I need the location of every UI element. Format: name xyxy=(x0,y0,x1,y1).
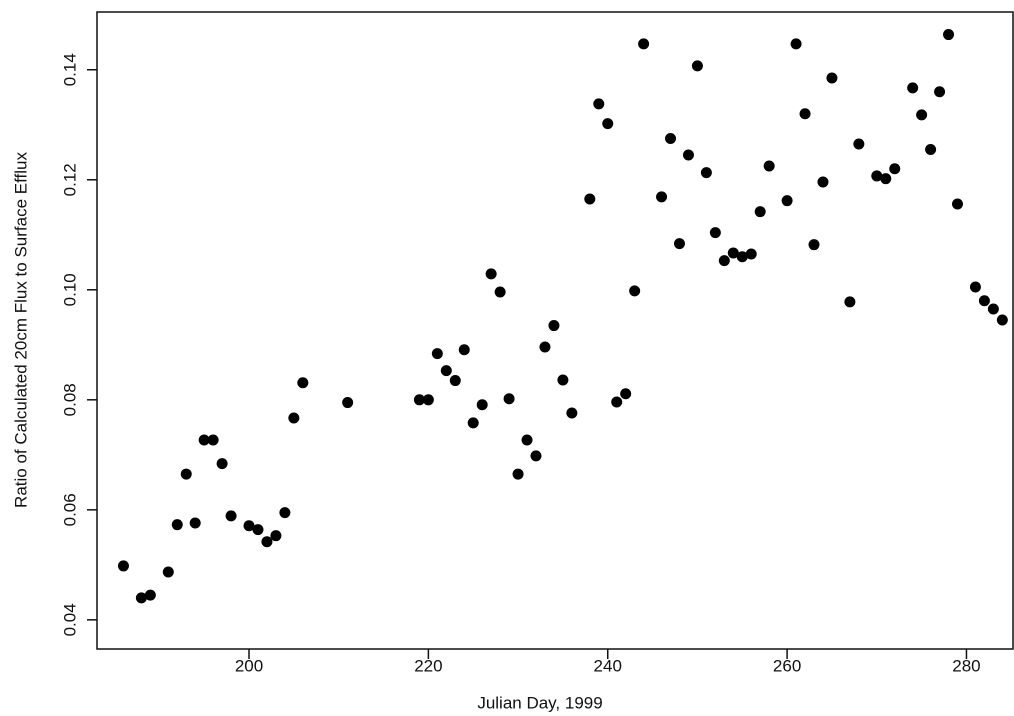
point xyxy=(987,303,999,315)
point xyxy=(261,536,273,548)
point xyxy=(207,434,219,446)
point xyxy=(638,38,650,50)
point xyxy=(629,285,641,297)
point xyxy=(925,144,937,156)
point xyxy=(781,195,793,207)
point xyxy=(288,412,300,424)
point xyxy=(216,458,228,470)
point xyxy=(673,238,685,250)
point xyxy=(557,374,569,386)
x-tick-label: 280 xyxy=(952,656,980,675)
point xyxy=(566,407,578,419)
point xyxy=(135,592,147,604)
point xyxy=(745,248,757,260)
plot-frame xyxy=(96,11,1014,650)
point xyxy=(727,247,739,259)
point xyxy=(189,517,201,529)
point xyxy=(665,133,677,145)
point xyxy=(342,397,354,409)
x-tick-label: 260 xyxy=(773,656,801,675)
point xyxy=(718,255,730,267)
point xyxy=(467,417,479,429)
x-tick-label: 220 xyxy=(414,656,442,675)
point xyxy=(871,170,883,182)
point xyxy=(485,268,497,280)
point xyxy=(709,227,721,239)
point xyxy=(996,314,1008,326)
x-tick-label: 240 xyxy=(594,656,622,675)
point xyxy=(889,163,901,175)
point xyxy=(754,206,766,218)
point xyxy=(799,108,811,120)
y-tick-label: 0.12 xyxy=(60,163,79,196)
point xyxy=(844,296,856,308)
point xyxy=(521,434,533,446)
point xyxy=(512,468,524,480)
point xyxy=(144,589,156,601)
point xyxy=(449,375,461,387)
y-tick-label: 0.06 xyxy=(60,493,79,526)
point xyxy=(691,60,703,72)
point xyxy=(476,399,488,411)
point xyxy=(171,519,183,531)
point xyxy=(826,72,838,84)
point xyxy=(548,320,560,332)
point xyxy=(700,167,712,179)
point xyxy=(162,566,174,578)
point xyxy=(440,365,452,377)
point xyxy=(243,520,255,532)
point xyxy=(494,286,506,298)
point xyxy=(934,86,946,98)
point xyxy=(682,149,694,161)
point xyxy=(790,38,802,50)
point xyxy=(413,394,425,406)
point xyxy=(907,82,919,94)
point xyxy=(539,341,551,353)
point xyxy=(503,393,515,405)
point xyxy=(252,524,264,536)
point xyxy=(180,468,192,480)
point xyxy=(763,160,775,172)
point xyxy=(593,98,605,110)
point xyxy=(584,193,596,205)
y-tick-label: 0.04 xyxy=(60,603,79,636)
point xyxy=(611,396,623,408)
point xyxy=(225,510,237,522)
point xyxy=(969,281,981,293)
point xyxy=(279,507,291,519)
x-axis-label: Julian Day, 1999 xyxy=(477,693,602,712)
y-tick-label: 0.10 xyxy=(60,273,79,306)
x-tick-label: 200 xyxy=(235,656,263,675)
point xyxy=(736,251,748,263)
point xyxy=(117,560,129,572)
point xyxy=(853,138,865,150)
point xyxy=(656,191,668,203)
y-tick-label: 0.14 xyxy=(60,53,79,86)
point xyxy=(530,450,542,462)
point xyxy=(602,118,614,130)
point xyxy=(422,394,434,406)
point xyxy=(978,295,990,307)
point xyxy=(270,530,282,542)
point xyxy=(952,198,964,210)
point xyxy=(880,173,892,185)
y-tick-label: 0.08 xyxy=(60,383,79,416)
point xyxy=(458,344,470,356)
y-axis-label: Ratio of Calculated 20cm Flux to Surface… xyxy=(11,152,30,508)
point xyxy=(198,434,210,446)
point xyxy=(431,348,443,360)
point xyxy=(943,29,955,41)
point xyxy=(916,109,928,121)
point xyxy=(620,388,632,400)
point xyxy=(817,176,829,188)
point xyxy=(297,377,309,389)
point xyxy=(808,239,820,251)
